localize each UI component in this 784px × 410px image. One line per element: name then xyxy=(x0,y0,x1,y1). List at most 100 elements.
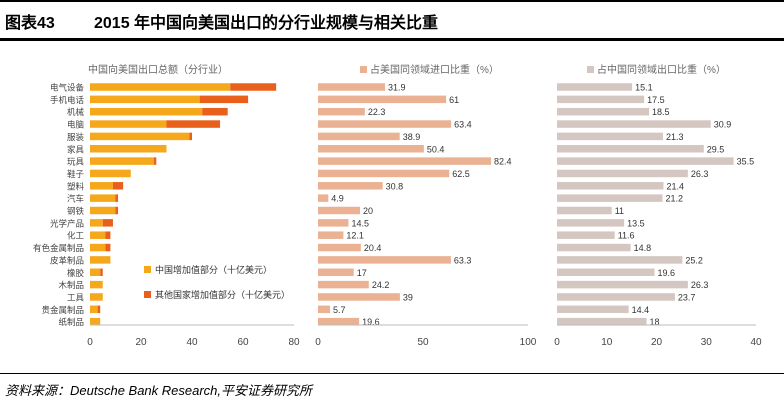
panel2-bar xyxy=(318,243,361,252)
category-label: 木制品 xyxy=(58,280,84,290)
panel2-bar xyxy=(318,132,400,141)
panel3-value-label: 26.3 xyxy=(691,280,709,290)
category-label: 钢铁 xyxy=(67,206,85,216)
category-label: 皮革制品 xyxy=(50,255,84,265)
panel2-value-label: 19.6 xyxy=(362,317,380,327)
category-label: 光学产品 xyxy=(50,218,84,228)
category-label: 塑料 xyxy=(67,181,85,191)
panel3-value-label: 15.1 xyxy=(635,83,653,93)
panel2-value-label: 38.9 xyxy=(403,132,421,142)
panel3-bar xyxy=(557,280,688,289)
other-value-bar xyxy=(102,219,113,227)
panel3-bar xyxy=(557,132,663,141)
panel2-bar xyxy=(318,157,492,165)
panel3-bar xyxy=(557,206,612,215)
panel2-bar xyxy=(318,280,369,289)
panel2-value-label: 14.5 xyxy=(351,218,369,228)
panel2-bar xyxy=(318,317,360,326)
panel2-title: 占美国同领域进口比重（%） xyxy=(370,63,499,76)
panel2-value-label: 30.8 xyxy=(386,181,404,191)
other-value-bar xyxy=(202,107,228,116)
china-value-bar xyxy=(90,243,106,252)
china-value-bar xyxy=(90,83,231,91)
panel2-tick-label: 100 xyxy=(520,337,537,348)
panel3-bar xyxy=(557,157,734,165)
panel2-bar xyxy=(318,83,385,91)
panel1-tick-label: 20 xyxy=(135,337,147,348)
panel2-value-label: 63.3 xyxy=(454,255,472,265)
panel3-value-label: 29.5 xyxy=(707,144,725,154)
other-value-bar xyxy=(115,206,119,215)
panel2-value-label: 22.3 xyxy=(368,107,386,117)
panel3-value-label: 18 xyxy=(650,317,660,327)
panel2-value-label: 39 xyxy=(403,292,413,302)
china-value-bar xyxy=(90,95,200,104)
panel1-tick-label: 0 xyxy=(87,337,93,348)
legend-china-label: 中国增加值部分（十亿美元） xyxy=(155,264,272,275)
china-value-bar xyxy=(90,268,101,276)
china-value-bar xyxy=(90,231,106,239)
china-value-bar xyxy=(90,219,103,227)
panel2-bar xyxy=(318,95,447,104)
china-value-bar xyxy=(90,317,101,326)
panel3-bar xyxy=(557,194,663,202)
panel3-value-label: 14.4 xyxy=(632,305,650,315)
china-value-bar xyxy=(90,305,98,314)
panel3-bar xyxy=(557,95,645,104)
panel2-bar xyxy=(318,219,349,227)
category-label: 机械 xyxy=(67,107,85,117)
other-value-bar xyxy=(105,231,111,239)
other-value-bar xyxy=(153,157,157,165)
panel2-value-label: 12.1 xyxy=(346,231,364,241)
panel3-bar xyxy=(557,83,633,91)
panel2-value-label: 63.4 xyxy=(454,120,472,130)
chart-area: 中国向美国出口总额（分行业）电气设备手机电话机械电脑服装家具玩具鞋子塑料汽车钢铁… xyxy=(33,63,762,348)
china-value-bar xyxy=(90,206,116,215)
header-rule xyxy=(0,38,784,41)
category-label: 橡胶 xyxy=(67,268,85,278)
panel2-bar xyxy=(318,120,452,128)
panel3-title-swatch xyxy=(587,66,594,73)
panel2-bar xyxy=(318,107,365,116)
other-value-bar xyxy=(100,268,103,276)
china-value-bar xyxy=(90,280,103,289)
other-value-bar xyxy=(230,83,277,91)
panel1-title: 中国向美国出口总额（分行业） xyxy=(88,63,228,76)
panel2-value-label: 20 xyxy=(363,206,373,216)
china-value-bar xyxy=(90,169,131,178)
category-label: 化工 xyxy=(67,231,85,241)
panel3-value-label: 21.3 xyxy=(666,132,684,142)
china-value-bar xyxy=(90,194,116,202)
panel3-bar xyxy=(557,268,655,276)
panel3-value-label: 26.3 xyxy=(691,169,709,179)
panel3-bar xyxy=(557,169,688,178)
category-label: 汽车 xyxy=(67,194,84,204)
panel2-value-label: 5.7 xyxy=(333,305,346,315)
panel3-value-label: 11 xyxy=(615,206,624,216)
panel3-value-label: 11.6 xyxy=(618,231,635,241)
other-value-bar xyxy=(105,243,111,252)
china-value-bar xyxy=(90,256,111,264)
category-label: 家具 xyxy=(67,144,85,154)
top-border xyxy=(0,0,784,2)
other-value-bar xyxy=(199,95,249,104)
panel2-value-label: 24.2 xyxy=(372,280,390,290)
panel3-value-label: 35.5 xyxy=(737,157,755,167)
legend-china-swatch xyxy=(144,266,151,273)
panel2-bar xyxy=(318,231,344,239)
panel2-tick-label: 50 xyxy=(417,337,429,348)
panel3-title: 占中国同领域出口比重（%） xyxy=(597,63,726,76)
other-value-bar xyxy=(97,305,101,314)
panel3-tick-label: 30 xyxy=(701,337,713,348)
category-label: 玩具 xyxy=(67,157,85,167)
panel3-tick-label: 40 xyxy=(750,337,762,348)
panel3-value-label: 13.5 xyxy=(627,218,645,228)
panel3-bar xyxy=(557,182,664,190)
source-note: 资料来源：Deutsche Bank Research,平安证券研究所 xyxy=(5,383,313,398)
category-label: 手机电话 xyxy=(50,95,85,105)
china-value-bar xyxy=(90,107,203,116)
category-label: 工具 xyxy=(67,292,85,302)
panel1-tick-label: 80 xyxy=(288,337,300,348)
panel3-bar xyxy=(557,120,711,128)
panel3-bar xyxy=(557,317,647,326)
